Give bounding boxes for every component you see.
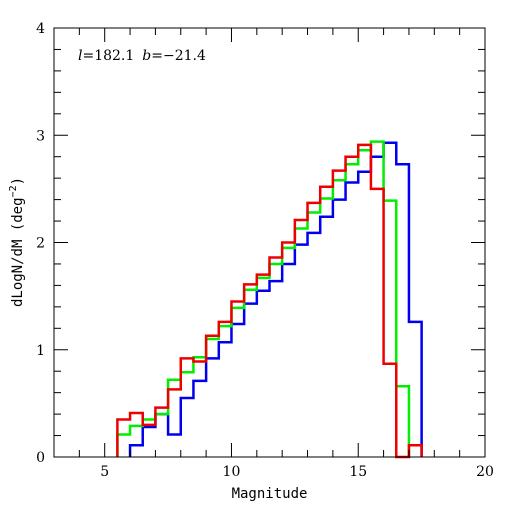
annotation-l-value: =182.1 xyxy=(82,48,134,64)
y-axis-title-close: ) xyxy=(10,177,26,185)
y-tick-label: 2 xyxy=(36,236,45,252)
x-axis-title: Magnitude xyxy=(232,486,308,502)
x-tick-label: 10 xyxy=(223,464,241,480)
y-tick-label: 0 xyxy=(36,450,45,466)
x-tick-label: 20 xyxy=(476,464,494,480)
series-1-line xyxy=(128,141,423,457)
series-3-line xyxy=(116,143,423,459)
x-tick-label: 15 xyxy=(349,464,367,480)
annotation-l-symbol: l xyxy=(78,48,82,64)
series-2-line xyxy=(116,140,411,457)
annotation-b-value: =−21.4 xyxy=(151,48,206,64)
tick-label-layer: 5 10 15 20 0 1 2 3 4 xyxy=(36,21,494,480)
x-tick-label: 5 xyxy=(100,464,109,480)
plot-frame xyxy=(53,27,486,458)
y-tick-label: 3 xyxy=(36,128,45,144)
y-axis-title: dLogN/dM (deg−2) xyxy=(8,177,26,307)
y-tick-label: 4 xyxy=(36,21,45,37)
annotation-b-symbol: b xyxy=(142,48,151,64)
y-tick-label: 1 xyxy=(36,343,45,359)
tick-layer xyxy=(53,27,486,458)
series-layer xyxy=(116,140,423,459)
y-axis-title-main: dLogN/dM (deg xyxy=(10,197,26,307)
field-annotation: l=182.1 b=−21.4 xyxy=(78,48,206,64)
y-axis-title-exponent: −2 xyxy=(8,185,19,197)
